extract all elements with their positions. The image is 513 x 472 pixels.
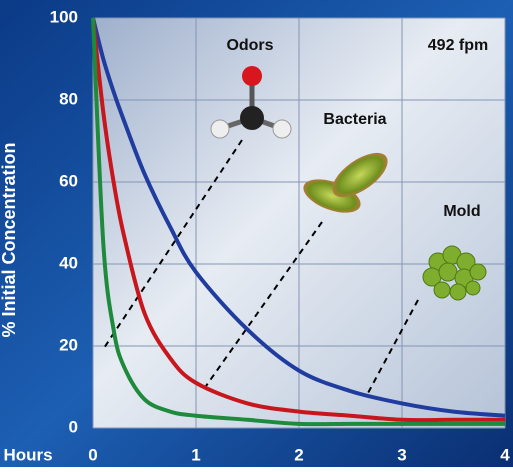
y-axis-label: % Initial Concentration [0, 142, 19, 337]
y-tick-label: 100 [50, 7, 78, 26]
series-line [91, 17, 505, 427]
x-axis-label: Hours [3, 445, 52, 464]
x-tick-label: 3 [397, 445, 406, 464]
annotation: Bacteria [323, 111, 386, 128]
odor-molecule [210, 66, 292, 139]
annotation: 492 fpm [428, 37, 488, 54]
y-tick-label: 40 [59, 253, 78, 272]
series-line [91, 17, 505, 423]
y-tick-label: 80 [59, 89, 78, 108]
x-tick-label: 2 [294, 445, 303, 464]
pointer-lines [103, 139, 419, 394]
mold [422, 245, 487, 301]
y-tick-label: 20 [59, 335, 78, 354]
x-tick-label: 4 [500, 445, 510, 464]
series-line [91, 17, 506, 418]
y-tick-label: 0 [69, 417, 78, 436]
bacteria [303, 152, 388, 213]
x-tick-label: 0 [88, 445, 97, 464]
annotation: Mold [443, 203, 480, 220]
annotation: Odors [226, 37, 273, 54]
y-tick-label: 60 [59, 171, 78, 190]
x-tick-label: 1 [191, 445, 200, 464]
